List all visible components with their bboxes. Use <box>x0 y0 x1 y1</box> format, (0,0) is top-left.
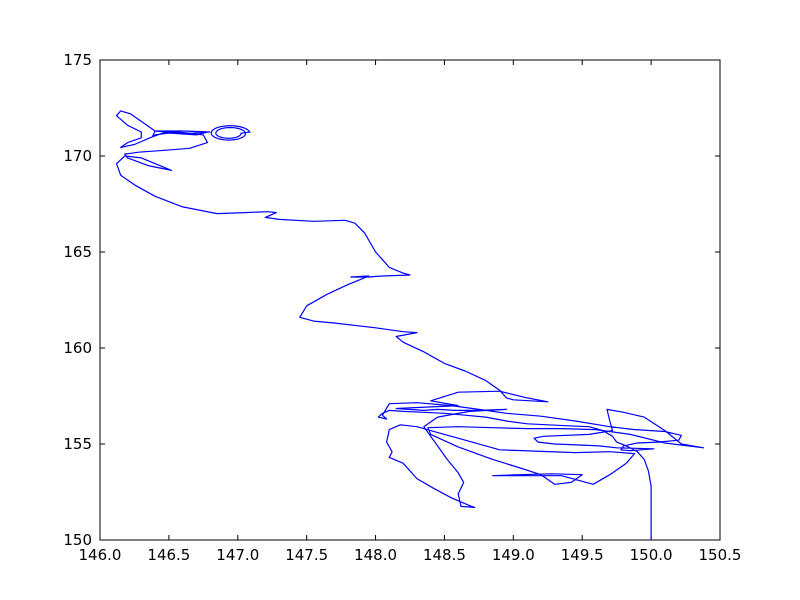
y-tick-label: 155 <box>63 435 92 453</box>
x-tick-label: 149.0 <box>492 546 535 564</box>
x-tick-label: 149.5 <box>561 546 604 564</box>
x-tick-label: 146.0 <box>79 546 122 564</box>
series-loop-cluster <box>210 125 251 141</box>
plot-background <box>100 60 720 540</box>
series-line <box>115 110 705 540</box>
y-tick-label: 160 <box>63 339 92 357</box>
x-tick-label: 147.0 <box>216 546 259 564</box>
y-tick-label: 175 <box>63 51 92 69</box>
x-tick-label: 150.0 <box>630 546 673 564</box>
y-tick-labels: 150 155 160 165 170 175 <box>63 51 92 549</box>
ticks <box>99 59 721 541</box>
x-tick-label: 150.5 <box>699 546 742 564</box>
plot-frame <box>99 59 721 541</box>
series-layer <box>115 110 705 540</box>
x-tick-labels: 146.0 146.5 147.0 147.5 148.0 148.5 149.0 149.5… <box>79 546 742 564</box>
x-tick-label: 146.5 <box>147 546 190 564</box>
y-tick-label: 170 <box>63 147 92 165</box>
x-tick-label: 148.0 <box>354 546 397 564</box>
x-tick-label: 147.5 <box>285 546 328 564</box>
y-tick-label: 150 <box>63 531 92 549</box>
x-tick-label: 148.5 <box>423 546 466 564</box>
y-tick-label: 165 <box>63 243 92 261</box>
